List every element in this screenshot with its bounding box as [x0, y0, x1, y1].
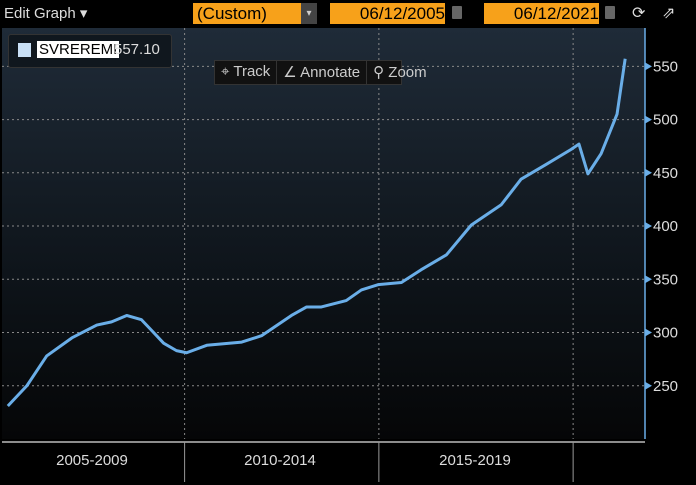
calendar-icon[interactable] — [605, 6, 615, 19]
plot-area[interactable] — [2, 28, 645, 439]
start-date-input[interactable]: 06/12/2005 — [330, 3, 445, 24]
y-tick-marker — [645, 328, 652, 337]
edit-graph-button[interactable]: Edit Graph ▾ — [4, 3, 87, 24]
zoom-button[interactable]: ⚲ Zoom — [373, 64, 427, 81]
track-button[interactable]: ⌖ Track — [215, 61, 278, 84]
refresh-icon[interactable]: ⟳ — [632, 5, 646, 22]
annotate-button[interactable]: ∠ Annotate — [277, 61, 368, 84]
y-tick-marker — [645, 62, 652, 71]
y-tick-marker — [645, 275, 652, 284]
y-tick-label: 250 — [653, 378, 678, 395]
calendar-icon[interactable] — [452, 6, 462, 19]
legend-swatch — [18, 43, 31, 57]
toolbar: Edit Graph ▾ (Custom) ▾ 06/12/2005 06/12… — [0, 0, 696, 28]
y-tick-marker — [645, 115, 652, 124]
popout-icon[interactable]: ⇗ — [662, 5, 676, 22]
y-tick-label: 500 — [653, 112, 678, 129]
y-tick-marker — [645, 222, 652, 231]
period-label: 2010-2014 — [244, 452, 316, 469]
chart-tools: ⌖ Track ∠ Annotate ⚲ Zoom — [214, 60, 427, 85]
legend: SVREREMI 557.10 — [8, 34, 172, 68]
y-tick-label: 550 — [653, 58, 678, 75]
edit-graph-label: Edit Graph ▾ — [4, 5, 88, 22]
y-tick-label: 450 — [653, 165, 678, 182]
y-tick-marker — [645, 381, 652, 390]
legend-value: 557.10 — [114, 41, 160, 58]
end-date-input[interactable]: 06/12/2021 — [484, 3, 599, 24]
y-tick-label: 300 — [653, 325, 678, 342]
y-tick-marker — [645, 168, 652, 177]
legend-ticker[interactable]: SVREREMI — [37, 41, 120, 58]
period-preset-select[interactable]: (Custom) — [193, 3, 305, 24]
series-line-svreremi — [6, 58, 627, 408]
period-label: 2015-2019 — [439, 452, 511, 469]
period-label: 2005-2009 — [56, 452, 128, 469]
y-tick-label: 400 — [653, 218, 678, 235]
preset-dropdown-icon[interactable]: ▾ — [301, 3, 317, 24]
y-tick-label: 350 — [653, 271, 678, 288]
